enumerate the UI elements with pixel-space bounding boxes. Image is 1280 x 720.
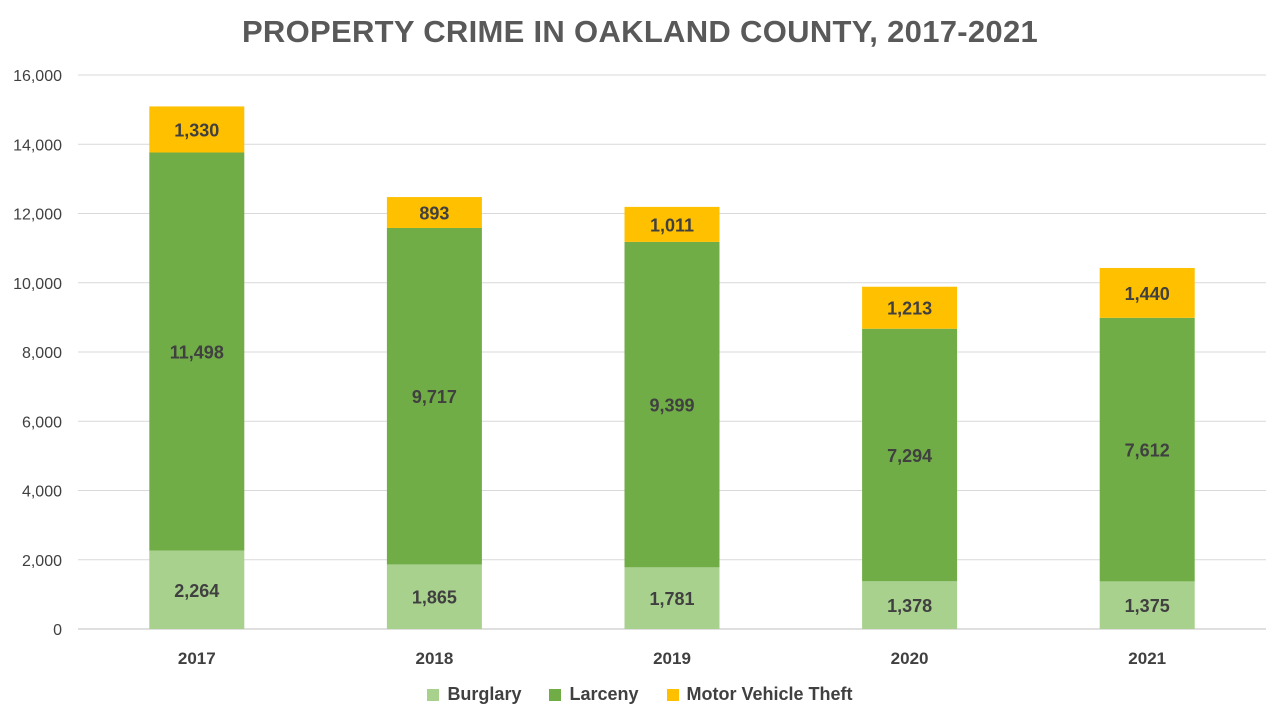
data-label: 9,399 bbox=[649, 396, 694, 416]
data-label: 1,011 bbox=[650, 215, 694, 235]
x-tick-label: 2018 bbox=[415, 649, 453, 668]
data-label: 1,213 bbox=[887, 299, 932, 319]
bar-segment bbox=[624, 567, 720, 629]
bar-segment bbox=[624, 206, 720, 242]
x-tick-label: 2020 bbox=[891, 649, 929, 668]
legend-label: Burglary bbox=[447, 684, 522, 704]
legend-item: Larceny bbox=[549, 684, 639, 705]
data-label: 1,440 bbox=[1125, 284, 1170, 304]
y-tick-label: 12,000 bbox=[13, 207, 62, 224]
data-label: 1,865 bbox=[412, 588, 457, 608]
data-label: 1,330 bbox=[174, 120, 219, 140]
chart-legend: Burglary Larceny Motor Vehicle Theft bbox=[0, 684, 1280, 705]
legend-swatch bbox=[427, 688, 440, 701]
chart-title: PROPERTY CRIME IN OAKLAND COUNTY, 2017-2… bbox=[241, 14, 1039, 49]
bar-segment bbox=[624, 241, 720, 568]
y-tick-label: 8,000 bbox=[22, 345, 62, 362]
y-tick-label: 0 bbox=[53, 622, 62, 639]
bar-segment bbox=[386, 197, 482, 228]
data-label: 1,375 bbox=[1125, 596, 1170, 616]
data-label: 7,294 bbox=[887, 446, 932, 466]
bar-segment bbox=[1099, 317, 1195, 582]
legend-item: Burglary bbox=[427, 684, 521, 705]
legend-swatch bbox=[666, 688, 679, 701]
data-label: 1,378 bbox=[887, 596, 932, 616]
data-label: 893 bbox=[419, 204, 449, 224]
data-label: 1,781 bbox=[649, 589, 694, 609]
bar-segment bbox=[862, 581, 958, 629]
bar-segment bbox=[149, 550, 245, 629]
bar-segment bbox=[386, 227, 482, 565]
bar-segment bbox=[1099, 581, 1195, 629]
bar-segment bbox=[862, 286, 958, 329]
y-tick-label: 14,000 bbox=[13, 137, 62, 154]
legend-item: Motor Vehicle Theft bbox=[666, 684, 853, 705]
bar-segment bbox=[149, 106, 245, 153]
x-tick-label: 2019 bbox=[653, 649, 691, 668]
y-tick-label: 6,000 bbox=[22, 414, 62, 431]
y-tick-label: 16,000 bbox=[13, 68, 62, 85]
data-label: 11,498 bbox=[170, 343, 224, 363]
y-tick-label: 2,000 bbox=[22, 553, 62, 570]
bar-segment bbox=[862, 328, 958, 582]
data-label: 7,612 bbox=[1125, 441, 1170, 461]
x-tick-label: 2021 bbox=[1128, 649, 1166, 668]
legend-swatch bbox=[549, 688, 562, 701]
y-tick-label: 10,000 bbox=[13, 276, 62, 293]
stacked-bar-chart: 0 2,000 4,000 6,000 8,000 10,000 12,000 14,000 1… bbox=[13, 68, 1266, 668]
y-tick-label: 4,000 bbox=[22, 484, 62, 501]
legend-label: Larceny bbox=[569, 684, 639, 704]
bar-segment bbox=[1099, 267, 1195, 318]
legend-label: Motor Vehicle Theft bbox=[686, 684, 853, 704]
data-label: 9,717 bbox=[412, 387, 457, 407]
x-tick-label: 2017 bbox=[178, 649, 216, 668]
bar-segment bbox=[386, 564, 482, 629]
data-label: 2,264 bbox=[174, 581, 219, 601]
bar-segment bbox=[149, 152, 245, 551]
